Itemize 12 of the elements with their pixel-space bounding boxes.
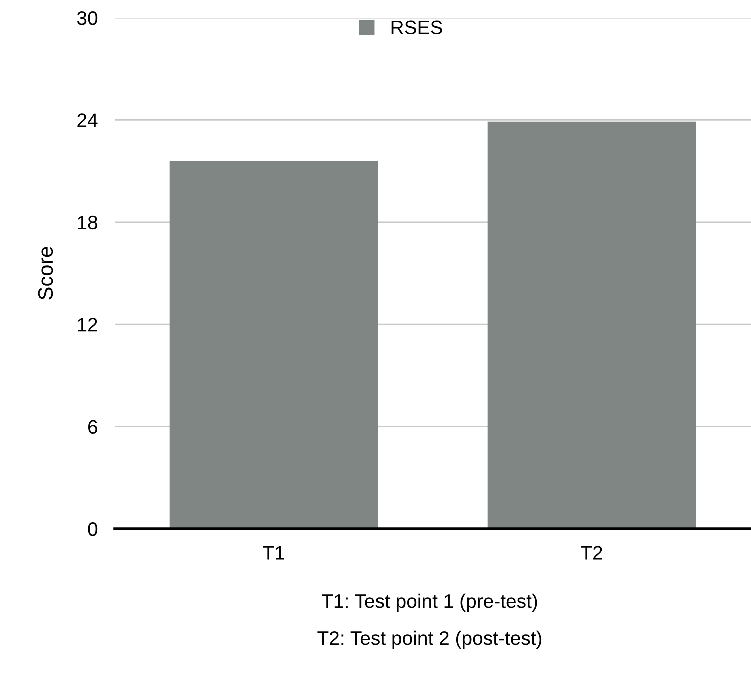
text: T2: Test point 2 (post-test) [318, 630, 542, 650]
y-tick-label: 24 [78, 114, 98, 128]
text: T1: Test point 1 (pre-test) [322, 594, 538, 612]
y-tick-label: 30 [77, 11, 98, 26]
x-tick-label: T1 [263, 546, 284, 560]
y-tick-label: 0 [88, 522, 98, 536]
x-tick-label: T2 [581, 546, 602, 560]
y-tick-label: 12 [78, 318, 98, 332]
legend-label: RSES [392, 20, 442, 35]
y-tick-label: 18 [78, 216, 98, 230]
y-tick-label: 6 [88, 420, 98, 434]
y-axis-title: Score [38, 247, 54, 300]
